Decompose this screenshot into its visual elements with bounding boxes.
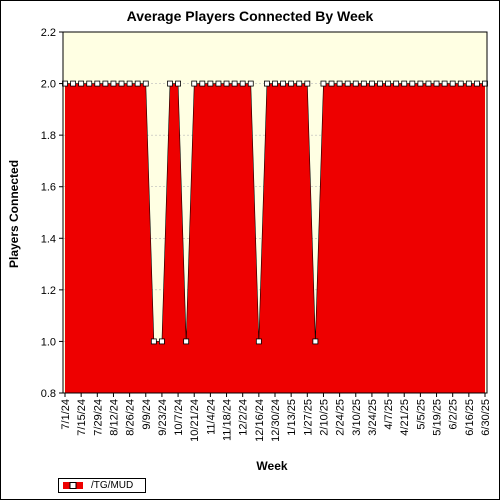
x-tick-label: 11/18/24 — [222, 399, 234, 441]
x-tick-label: 5/19/25 — [432, 399, 444, 436]
data-point — [377, 80, 383, 87]
x-tick-label: 2/10/25 — [318, 399, 330, 436]
y-tick-label: 1.2 — [41, 285, 56, 297]
data-point — [360, 80, 367, 87]
x-tick-label: 10/21/24 — [189, 399, 201, 442]
data-point — [272, 80, 278, 87]
data-point — [134, 80, 141, 87]
data-point — [159, 338, 165, 345]
data-point — [150, 338, 157, 345]
data-point — [474, 80, 480, 87]
data-point — [199, 80, 206, 87]
x-tick-label: 7/1/24 — [60, 399, 72, 430]
data-point — [175, 80, 181, 87]
x-tick-label: 8/26/24 — [125, 399, 137, 436]
legend-label: /TG/MUD — [91, 480, 134, 491]
y-axis-label: Players Connected — [7, 160, 21, 268]
data-point — [247, 80, 254, 87]
y-tick-label: 0.8 — [41, 388, 56, 400]
data-point — [86, 80, 93, 87]
data-point — [94, 80, 101, 87]
x-tick-label: 9/23/24 — [157, 399, 169, 436]
x-tick-label: 12/30/24 — [270, 399, 282, 442]
x-tick-label: 5/5/25 — [415, 399, 427, 430]
x-tick-label: 6/2/25 — [448, 399, 460, 430]
x-tick-label: 11/4/24 — [205, 399, 217, 435]
data-point — [312, 338, 319, 345]
x-tick-label: 4/21/25 — [399, 399, 411, 436]
y-tick-label: 1.6 — [41, 182, 56, 194]
data-point — [142, 80, 149, 87]
data-point — [425, 80, 432, 87]
data-point — [433, 80, 440, 87]
data-point — [167, 80, 173, 87]
data-point — [320, 80, 327, 87]
y-tick-label: 1.4 — [41, 233, 56, 245]
data-points — [62, 80, 488, 345]
y-axis-ticks: 0.8 1.0 1.2 1.4 1.6 1.8 2.0 2.2 — [41, 27, 63, 400]
x-tick-label: 4/7/25 — [383, 399, 395, 430]
data-point — [215, 80, 222, 87]
x-tick-label: 7/29/24 — [92, 399, 104, 436]
data-point — [385, 80, 391, 87]
data-point — [336, 80, 343, 87]
data-point — [409, 80, 416, 87]
data-point — [207, 80, 214, 87]
data-point — [288, 80, 295, 87]
data-point — [126, 80, 133, 87]
data-point — [110, 80, 117, 87]
data-point — [369, 80, 375, 87]
x-tick-label: 6/30/25 — [480, 399, 492, 436]
x-tick-label: 9/9/24 — [141, 399, 153, 430]
legend-swatch — [63, 482, 83, 489]
data-point — [255, 338, 262, 345]
x-tick-label: 3/10/25 — [351, 399, 363, 436]
data-point — [78, 80, 85, 87]
x-tick-label: 10/7/24 — [173, 399, 185, 436]
x-tick-label: 1/13/25 — [286, 399, 298, 436]
legend: /TG/MUD — [58, 478, 146, 493]
data-point — [183, 338, 190, 345]
data-point — [264, 80, 270, 87]
data-point — [449, 80, 456, 87]
y-tick-label: 1.0 — [41, 336, 56, 348]
data-point — [191, 80, 198, 87]
x-axis-ticks: 7/1/24 7/15/24 7/29/24 8/12/24 8/26/24 9/9/24… — [60, 393, 492, 442]
data-point — [118, 80, 125, 87]
y-tick-label: 2.2 — [41, 27, 56, 39]
data-point — [280, 80, 286, 87]
x-tick-label: 7/15/24 — [76, 399, 88, 436]
x-axis-label: Week — [256, 459, 287, 473]
x-tick-label: 1/27/25 — [302, 399, 314, 436]
data-point — [231, 80, 238, 87]
x-tick-label: 12/16/24 — [254, 399, 266, 442]
series-area — [65, 83, 485, 393]
x-tick-label: 2/24/25 — [335, 399, 347, 436]
data-point — [441, 80, 448, 87]
chart-title: Average Players Connected By Week — [126, 8, 374, 24]
x-tick-label: 6/16/25 — [464, 399, 476, 436]
data-point — [401, 80, 408, 87]
data-point — [417, 80, 424, 87]
data-point — [102, 80, 109, 87]
data-point — [239, 80, 246, 87]
x-tick-label: 12/2/24 — [238, 399, 250, 436]
data-point — [393, 80, 400, 87]
data-point — [344, 80, 351, 87]
data-point — [328, 80, 335, 87]
data-point — [70, 80, 76, 87]
data-point — [352, 80, 359, 87]
y-tick-label: 1.8 — [41, 130, 56, 142]
data-point — [304, 80, 311, 87]
data-point — [465, 80, 472, 87]
data-point — [457, 80, 464, 87]
x-tick-label: 3/24/25 — [367, 399, 379, 436]
data-point — [296, 80, 303, 87]
data-point — [223, 80, 230, 87]
x-tick-label: 8/12/24 — [108, 399, 120, 436]
y-tick-label: 2.0 — [41, 79, 56, 91]
